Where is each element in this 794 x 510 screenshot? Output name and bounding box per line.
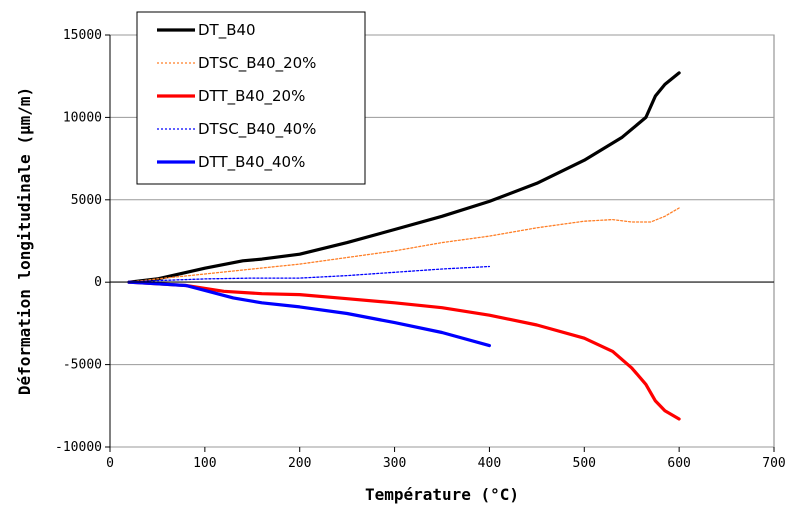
- series-line-2: [127, 280, 681, 421]
- x-tick-label-0: 0: [106, 456, 114, 471]
- legend-label-0: DT_B40: [198, 21, 256, 40]
- y-tick-label-1: 10000: [63, 110, 102, 125]
- series-line-1: [128, 207, 680, 283]
- x-axis-title: Température (°C): [365, 485, 519, 504]
- x-tick-label-5: 500: [573, 456, 596, 471]
- y-tick-label-2: 5000: [71, 193, 102, 208]
- series-line-0: [127, 71, 681, 284]
- x-tick-label-7: 700: [762, 456, 785, 471]
- y-tick-labels: 15000 10000 5000 0 -5000 -10000: [55, 28, 110, 455]
- legend-label-3: DTSC_B40_40%: [198, 120, 316, 139]
- y-tick-label-0: 15000: [63, 28, 102, 43]
- legend-label-2: DTT_B40_20%: [198, 87, 305, 106]
- x-tick-label-1: 100: [193, 456, 216, 471]
- y-tick-label-3: 0: [94, 275, 102, 290]
- x-tick-label-2: 200: [288, 456, 311, 471]
- series-lines: [127, 71, 681, 421]
- legend-label-4: DTT_B40_40%: [198, 153, 305, 172]
- axes: [109, 35, 774, 447]
- y-tick-label-4: -5000: [63, 358, 102, 373]
- legend-label-1: DTSC_B40_20%: [198, 54, 316, 73]
- y-tick-label-5: -10000: [55, 440, 102, 455]
- series-line-3: [128, 265, 491, 283]
- x-tick-label-6: 600: [667, 456, 690, 471]
- series-line-4: [127, 280, 491, 348]
- legend-box: [136, 11, 366, 185]
- x-tick-label-4: 400: [478, 456, 501, 471]
- x-tick-labels: 0 100 200 300 400 500 600 700: [106, 447, 786, 471]
- x-tick-label-3: 300: [383, 456, 406, 471]
- legend: DT_B40 DTSC_B40_20% DTT_B40_20% DTSC_B40_40…: [136, 11, 366, 185]
- y-axis-title: Déformation longitudinale (µm/m): [15, 87, 34, 395]
